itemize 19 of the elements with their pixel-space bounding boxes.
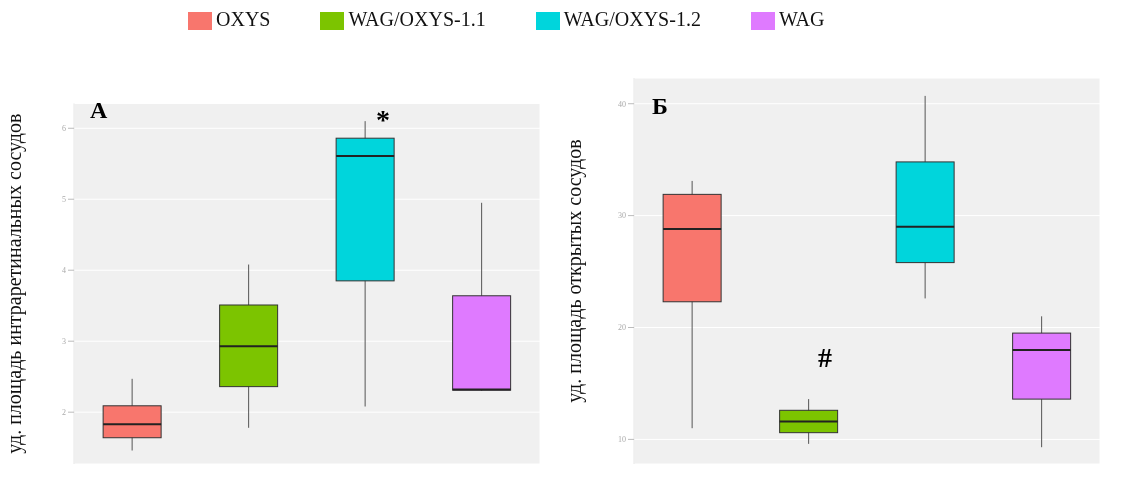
annotation: Б xyxy=(652,93,668,119)
legend-label: WAG/OXYS-1.1 xyxy=(348,8,486,30)
y-tick-label: 5 xyxy=(62,195,66,205)
y-axis-title: уд. площадь интраретинальных сосудов xyxy=(3,113,27,454)
y-tick-label: 20 xyxy=(618,323,626,333)
y-tick-label: 2 xyxy=(62,408,66,418)
annotation: # xyxy=(818,342,832,373)
y-tick-label: 10 xyxy=(618,435,626,445)
y-tick-label: 3 xyxy=(62,337,66,347)
annotation: * xyxy=(376,104,390,135)
annotation: А xyxy=(90,97,108,123)
legend-label: WAG xyxy=(778,8,825,30)
y-tick-label: 40 xyxy=(618,99,626,109)
y-tick-label: 4 xyxy=(62,266,66,276)
y-tick-label: 30 xyxy=(618,211,626,221)
y-tick-label: 6 xyxy=(62,124,66,134)
legend-label: WAG/OXYS-1.2 xyxy=(563,8,701,30)
y-axis-title: уд. площадь открытых сосудов xyxy=(563,139,587,403)
legend-label: OXYS xyxy=(216,8,271,30)
